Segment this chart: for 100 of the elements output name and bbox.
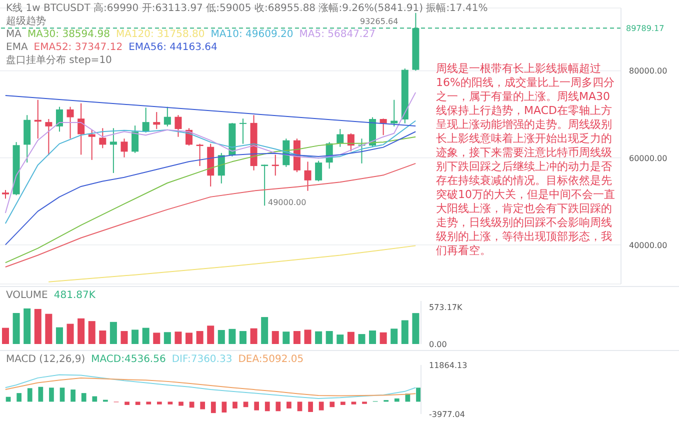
annotation: EMA	[6, 42, 28, 53]
bar	[390, 328, 398, 344]
candlestick	[142, 107, 150, 134]
bar	[315, 331, 322, 344]
bar	[12, 313, 20, 344]
candlestick	[153, 112, 160, 130]
bar	[272, 331, 279, 344]
line-series	[4, 92, 416, 214]
text: MA10: 49609.20	[210, 29, 294, 40]
bar	[186, 332, 193, 344]
bar	[254, 402, 259, 410]
candlestick	[304, 161, 312, 192]
bar	[222, 402, 227, 412]
bar	[178, 402, 184, 406]
y-tick-label: 0.00	[429, 340, 447, 349]
text: MA30: 38594.98	[27, 29, 110, 40]
bar	[264, 402, 270, 412]
text: MACD:4536.56	[91, 354, 166, 365]
candlestick	[132, 125, 139, 154]
bar	[340, 402, 346, 405]
text: MA5: 56847.27	[299, 29, 376, 40]
candlestick	[261, 164, 268, 206]
bar	[196, 331, 204, 344]
candlestick	[347, 132, 354, 152]
bar	[120, 331, 128, 344]
bar	[232, 402, 238, 408]
bar	[27, 388, 32, 402]
chart-title: VOLUME	[6, 290, 48, 301]
bar	[153, 332, 160, 344]
annotation: 93265.64	[360, 17, 398, 26]
bar	[347, 332, 354, 344]
bar	[207, 326, 214, 344]
bar	[228, 328, 236, 344]
candlestick	[78, 102, 85, 156]
bar	[326, 331, 333, 344]
text: 周线是一根带有长上影线振幅超过16%的阳线，成交量比上一周多四分之一，属于有量的上涨。周线MA30线保持上行趋势，MACD在零轴上方呈现上涨动能增强的走势。周线级别长上影线意味着上涨开始出现乏力的迹象，接下来需要注意比特币周线级别下跌回踩之后继续上冲的动力是否存在持续衰减的情况。目标依然是先突破10万的大关，但是中间不会一直大阳线上涨，肯定也会有下跌回踩的走势，日线级别的回踩不会影响周线级别的上涨，等待出现顶部形态，我们再看空。	[436, 62, 615, 257]
candlestick	[239, 118, 246, 144]
bar	[66, 324, 74, 344]
bar	[135, 402, 140, 405]
bar	[297, 402, 302, 412]
bar	[218, 330, 225, 344]
candlestick	[120, 138, 128, 158]
candlestick	[390, 99, 398, 127]
bar	[416, 388, 421, 402]
candlestick	[56, 106, 63, 132]
bar	[369, 330, 376, 344]
bar	[88, 321, 96, 344]
candlestick	[218, 152, 225, 184]
bar	[304, 330, 312, 344]
bar	[45, 314, 52, 344]
bar	[132, 330, 139, 344]
candlestick	[99, 128, 106, 149]
bar	[146, 402, 152, 404]
bar	[308, 402, 313, 412]
bar	[293, 331, 300, 344]
bar	[38, 386, 44, 402]
chart-subtitle: 481.87K	[54, 290, 96, 301]
text: DEA:5092.05	[238, 354, 304, 365]
annotation: MA	[6, 29, 22, 40]
annotation: K线 1w BTCUSDT 高:69990 开:63113.97 低:59005 收:68955.88 涨幅:9.26%(5841.91) 振幅:17.41%	[6, 3, 488, 14]
bar	[92, 396, 98, 402]
bar	[282, 332, 290, 344]
bar	[164, 332, 171, 344]
bar	[49, 388, 54, 402]
bar	[110, 322, 117, 344]
bar	[250, 328, 258, 344]
bar	[412, 313, 420, 344]
text: EMA56: 44163.64	[128, 42, 218, 53]
candlestick	[380, 118, 387, 136]
bar	[318, 402, 324, 410]
y-tick-label: 80000.00	[629, 66, 668, 76]
candlestick	[196, 143, 204, 167]
chart-title: MACD (12,26,9)	[6, 354, 86, 365]
candlestick	[88, 129, 96, 160]
bar	[200, 402, 206, 410]
bar	[70, 390, 76, 402]
bar	[330, 402, 335, 408]
line-series	[48, 245, 416, 282]
candlestick	[66, 106, 74, 140]
bar	[380, 332, 387, 344]
ref-line-label: 89789.17	[626, 24, 664, 33]
annotation: 49000.00	[268, 198, 306, 207]
bar	[394, 398, 400, 402]
bar	[78, 318, 85, 344]
line-series	[4, 162, 416, 268]
bar	[24, 308, 31, 344]
bar	[276, 402, 281, 412]
bar	[142, 328, 150, 344]
candlestick	[110, 128, 117, 174]
candlestick	[336, 128, 344, 148]
bar	[189, 402, 194, 408]
y-tick-label: 40000.00	[629, 240, 668, 250]
bar	[34, 308, 42, 344]
y-tick-label: -3977.04	[429, 410, 465, 419]
candlestick	[272, 154, 279, 176]
bar	[174, 332, 182, 344]
text: DIF:7360.33	[172, 354, 232, 365]
line-series	[4, 120, 416, 224]
bar	[401, 320, 408, 344]
candlestick	[174, 114, 182, 138]
